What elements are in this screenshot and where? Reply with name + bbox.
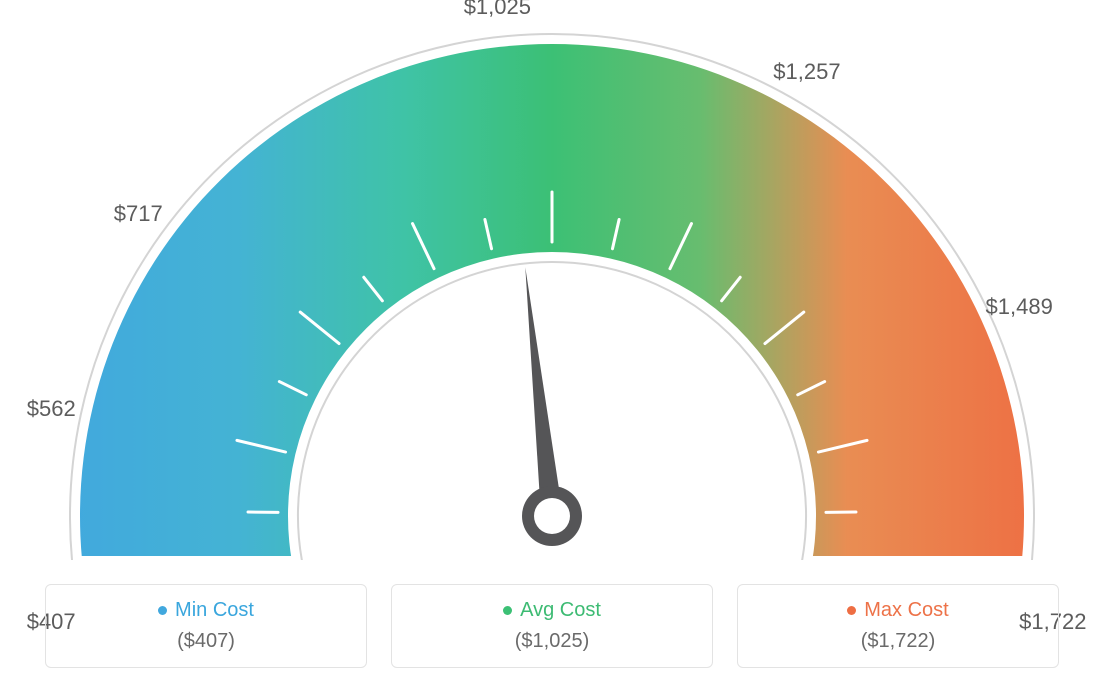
legend-title-text: Avg Cost <box>520 599 601 622</box>
gauge-scale-label: $1,025 <box>464 0 531 20</box>
legend-value-min: ($407) <box>46 630 366 653</box>
legend-card-max: Max Cost ($1,722) <box>737 584 1059 668</box>
legend-title-max: Max Cost <box>847 599 948 622</box>
gauge-area: $407$562$717$1,025$1,257$1,489$1,722 <box>0 0 1104 560</box>
legend-value-max: ($1,722) <box>738 630 1058 653</box>
legend-title-avg: Avg Cost <box>503 599 601 622</box>
dot-icon <box>847 606 856 615</box>
dot-icon <box>503 606 512 615</box>
gauge-scale-label: $1,489 <box>986 294 1053 320</box>
chart-container: $407$562$717$1,025$1,257$1,489$1,722 Min… <box>0 0 1104 690</box>
gauge-svg <box>0 0 1104 560</box>
legend-title-text: Max Cost <box>864 599 948 622</box>
legend-card-min: Min Cost ($407) <box>45 584 367 668</box>
legend-title-min: Min Cost <box>158 599 254 622</box>
legend-value-avg: ($1,025) <box>392 630 712 653</box>
legend-card-avg: Avg Cost ($1,025) <box>391 584 713 668</box>
legend-row: Min Cost ($407) Avg Cost ($1,025) Max Co… <box>40 584 1064 668</box>
gauge-scale-label: $717 <box>114 201 163 227</box>
dot-icon <box>158 606 167 615</box>
legend-title-text: Min Cost <box>175 599 254 622</box>
gauge-scale-label: $562 <box>27 396 76 422</box>
gauge-scale-label: $1,257 <box>773 59 840 85</box>
